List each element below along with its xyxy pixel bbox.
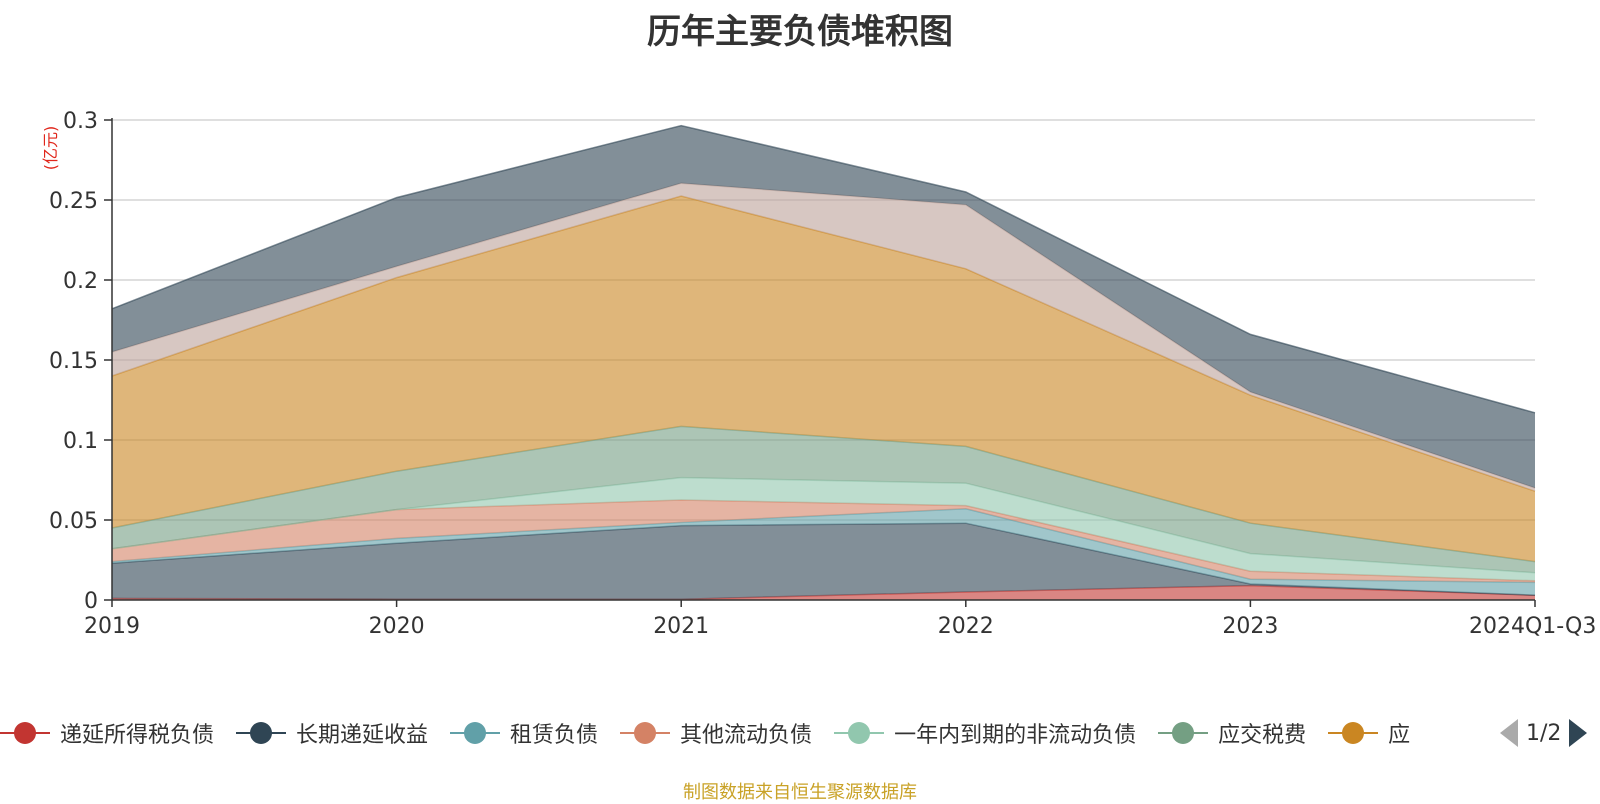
legend-item[interactable]: 其他流动负债 xyxy=(620,717,812,749)
legend-page-indicator: 1/2 xyxy=(1526,720,1562,746)
legend-label: 长期递延收益 xyxy=(296,723,429,748)
y-tick-label: 0.25 xyxy=(49,189,98,214)
legend-item[interactable]: 应 xyxy=(1328,717,1410,749)
chart-title: 历年主要负债堆积图 xyxy=(647,12,953,52)
legend-marker-icon xyxy=(1328,721,1379,745)
legend-label: 递延所得税负债 xyxy=(60,723,215,748)
y-tick-label: 0.15 xyxy=(49,349,98,374)
area-series-band xyxy=(112,508,1535,596)
legend: 递延所得税负债 长期递延收益 租赁负债 其他流动负债 一年内到期的非流动负债 应交税费 应 xyxy=(0,718,1432,748)
y-tick-label: 0 xyxy=(84,589,98,614)
legend-marker-icon xyxy=(0,721,50,745)
legend-marker-icon xyxy=(620,721,671,745)
stacked-area-chart: 0 0.05 0.1 0.15 0.2 0.25 0.3 2019 2020 2021 2022 20… xyxy=(41,109,1596,639)
legend-label: 应交税费 xyxy=(1218,723,1307,748)
x-tick-label: 2021 xyxy=(653,614,709,639)
y-tick-label: 0.3 xyxy=(63,109,98,134)
legend-label: 租赁负债 xyxy=(510,723,599,748)
x-tick-label: 2020 xyxy=(369,614,425,639)
y-tick-label: 0.05 xyxy=(49,509,98,534)
legend-marker-icon xyxy=(236,721,287,745)
legend-marker-icon xyxy=(450,721,501,745)
y-tick-label: 0.2 xyxy=(63,269,98,294)
x-tick-label: 2022 xyxy=(938,614,994,639)
area-series-band xyxy=(112,125,1535,488)
legend-marker-icon xyxy=(834,721,885,745)
legend-item[interactable]: 租赁负债 xyxy=(450,717,598,749)
area-series-band xyxy=(112,426,1535,573)
legend-item[interactable]: 应交税费 xyxy=(1158,717,1306,749)
legend-item[interactable]: 一年内到期的非流动负债 xyxy=(834,717,1136,749)
legend-pager: 1/2 xyxy=(1500,718,1588,748)
legend-label: 应 xyxy=(1388,723,1411,748)
area-series-band xyxy=(112,477,1535,581)
area-series xyxy=(111,124,1536,600)
area-series-line xyxy=(111,124,1536,414)
y-tick-label: 0.1 xyxy=(63,429,98,454)
area-series-band xyxy=(112,523,1535,600)
axes: 0 0.05 0.1 0.15 0.2 0.25 0.3 2019 2020 2021 2022 20… xyxy=(41,109,1596,639)
x-tick-label: 2019 xyxy=(84,614,140,639)
legend-next-page-icon[interactable] xyxy=(1569,719,1588,747)
data-source-note: 制图数据来自恒生聚源数据库 xyxy=(683,782,917,803)
x-tick-label: 2023 xyxy=(1222,614,1278,639)
legend-prev-page-icon[interactable] xyxy=(1500,719,1518,747)
x-tick-label: 2024Q1-Q3 xyxy=(1469,614,1596,639)
y-axis-unit-label: (亿元) xyxy=(41,126,60,171)
legend-label: 一年内到期的非流动负债 xyxy=(894,723,1137,748)
area-series-band xyxy=(112,500,1535,583)
legend-item[interactable]: 长期递延收益 xyxy=(236,717,428,749)
legend-marker-icon xyxy=(1158,721,1209,745)
area-series-band xyxy=(112,196,1535,562)
legend-label: 其他流动负债 xyxy=(680,723,813,748)
area-series-band xyxy=(112,585,1535,600)
legend-item[interactable]: 递延所得税负债 xyxy=(0,717,214,749)
